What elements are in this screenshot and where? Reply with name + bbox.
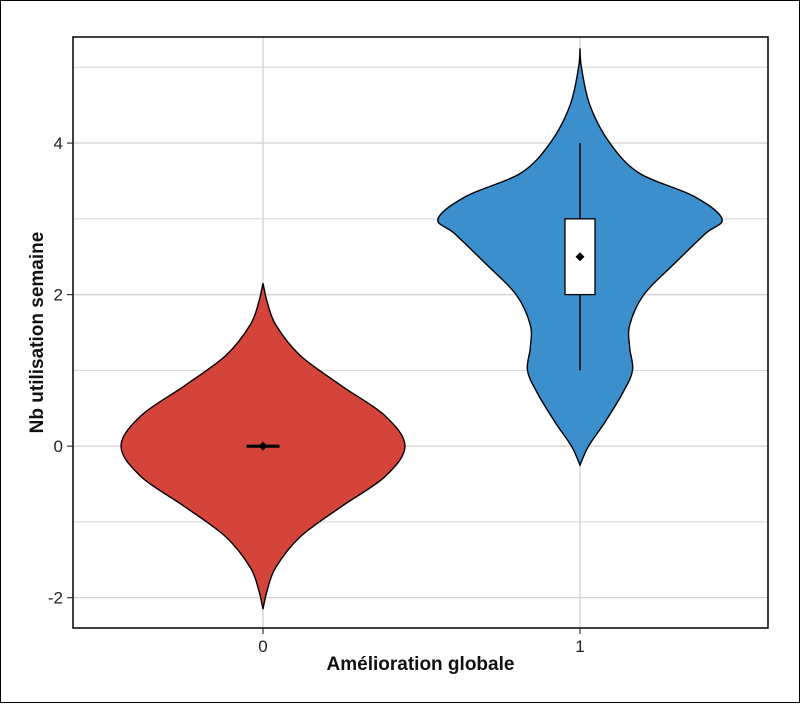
y-tick-label: 0 bbox=[54, 437, 63, 456]
x-tick-label: 1 bbox=[575, 637, 584, 656]
plot-panel-border bbox=[73, 37, 768, 628]
x-tick-label: 0 bbox=[258, 637, 267, 656]
y-axis-title: Nb utilisation semaine bbox=[27, 232, 48, 434]
grid-lines bbox=[73, 37, 768, 628]
y-tick-label: 2 bbox=[54, 286, 63, 305]
violins bbox=[121, 48, 722, 609]
y-tick-label: 4 bbox=[54, 134, 63, 153]
x-axis-title: Amélioration globale bbox=[327, 654, 515, 675]
y-tick-label: -2 bbox=[48, 589, 63, 608]
